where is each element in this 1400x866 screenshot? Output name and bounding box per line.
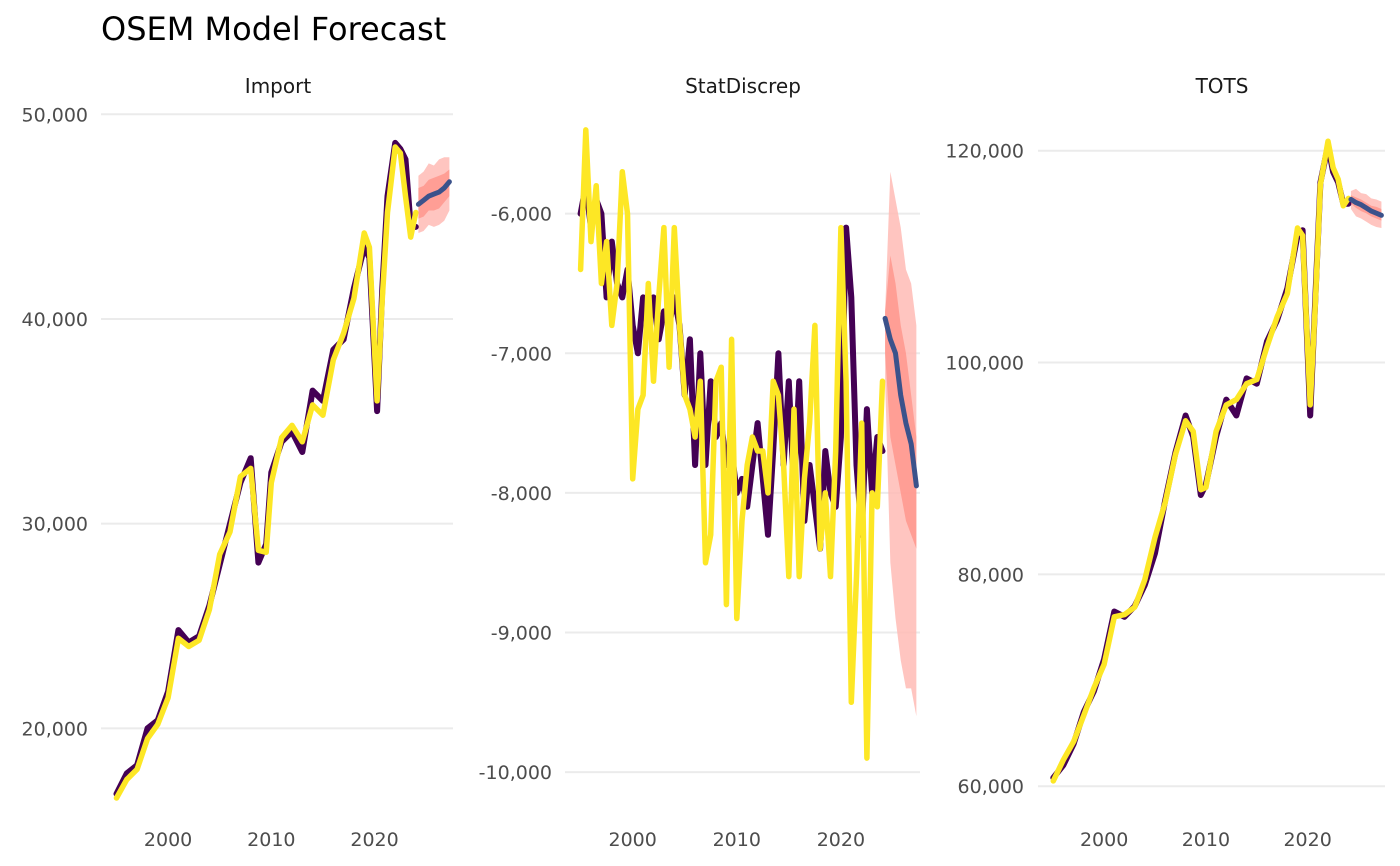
panel-import: Import 20,000 30,000 40,000 50,000 2000 2010 2… xyxy=(22,74,453,851)
statdiscrep-x-tick-label: 2010 xyxy=(713,829,761,851)
tots-forecast-line xyxy=(1348,196,1384,218)
import-y-tick-label: 50,000 xyxy=(22,104,88,126)
panel-statdiscrep: StatDiscrep -10,000 -9,000 -8,000 -7,000 -6,… xyxy=(479,74,920,851)
import-x-tick-label: 2020 xyxy=(350,829,398,851)
tots-x-tick-label: 2010 xyxy=(1182,829,1230,851)
chart-title: OSEM Model Forecast xyxy=(101,10,446,48)
tots-x-tick-label: 2000 xyxy=(1080,829,1128,851)
tots-y-tick-label: 100,000 xyxy=(945,353,1024,375)
statdiscrep-x-tick-label: 2020 xyxy=(817,829,865,851)
statdiscrep-y-tick-label: -7,000 xyxy=(491,343,552,365)
import-y-tick-label: 40,000 xyxy=(22,309,88,331)
statdiscrep-forecast-line xyxy=(882,315,919,489)
statdiscrep-actual-line xyxy=(577,127,886,761)
tots-y-tick-label: 60,000 xyxy=(958,776,1024,798)
import-y-tick-label: 20,000 xyxy=(22,718,88,740)
import-actual-line xyxy=(113,144,419,801)
import-x-tick-label: 2010 xyxy=(247,829,295,851)
statdiscrep-y-tick-label: -10,000 xyxy=(479,762,552,784)
import-y-tick-label: 30,000 xyxy=(22,514,88,536)
panel-title-import: Import xyxy=(245,74,312,98)
tots-y-tick-label: 120,000 xyxy=(945,141,1024,163)
panel-tots: TOTS 60,000 80,000 100,000 120,000 2000 2010 2… xyxy=(945,74,1385,851)
import-x-tick-label: 2000 xyxy=(144,829,192,851)
import-fit-line xyxy=(113,139,419,797)
statdiscrep-y-tick-label: -8,000 xyxy=(491,483,552,505)
tots-y-tick-label: 80,000 xyxy=(958,564,1024,586)
tots-x-tick-label: 2020 xyxy=(1283,829,1331,851)
statdiscrep-y-tick-label: -9,000 xyxy=(491,622,552,644)
tots-actual-line xyxy=(1050,138,1352,784)
import-forecast-line xyxy=(415,179,452,207)
statdiscrep-x-tick-label: 2000 xyxy=(608,829,656,851)
panel-title-statdiscrep: StatDiscrep xyxy=(685,74,801,98)
panel-title-tots: TOTS xyxy=(1195,74,1249,98)
statdiscrep-y-tick-label: -6,000 xyxy=(491,204,552,226)
